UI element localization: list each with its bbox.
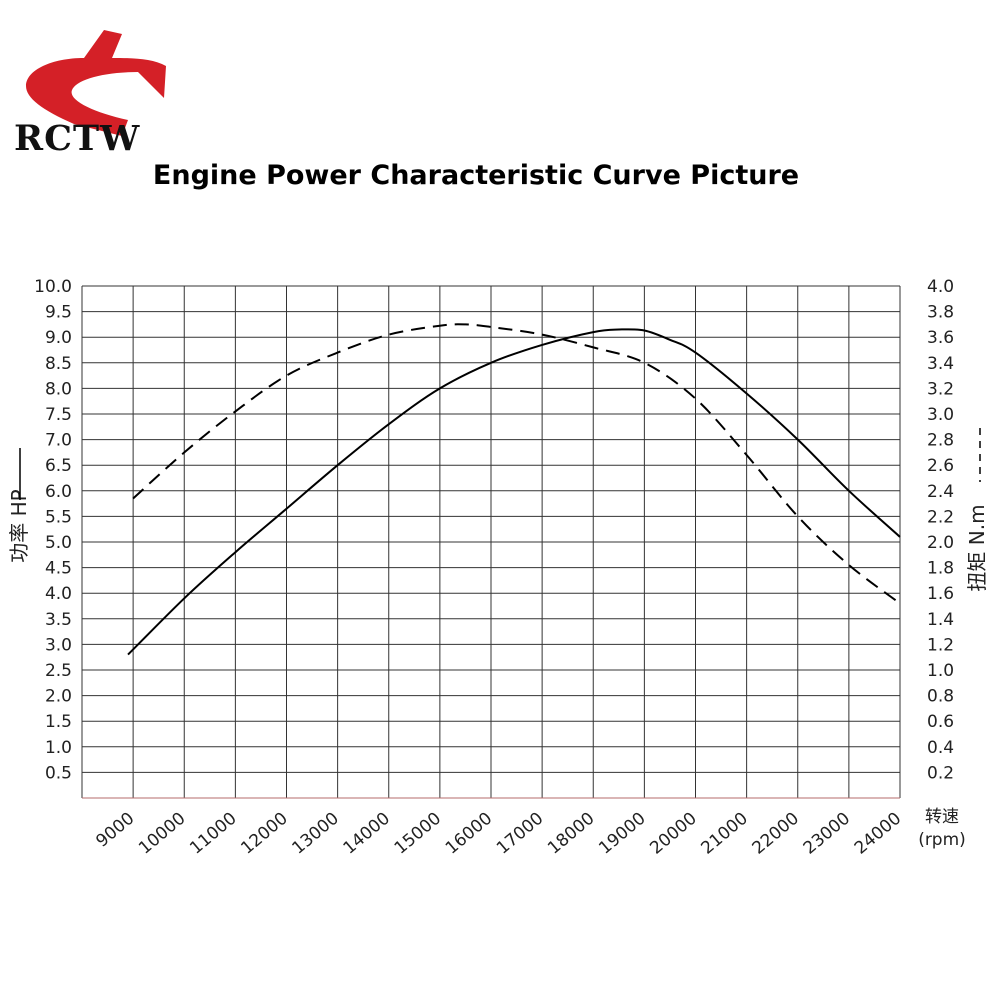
logo-mark (26, 30, 166, 136)
y-right-tick-label: 2.0 (927, 533, 954, 553)
power-curve (127, 328, 901, 656)
y-right-tick-label: 1.0 (927, 661, 954, 681)
y-left-tick-label: 6.5 (45, 456, 72, 476)
y-left-tick-label: 7.0 (45, 431, 72, 451)
rctw-logo (26, 30, 166, 136)
x-tick-label: 14000 (340, 809, 394, 859)
y-left-tick-label: 9.5 (45, 303, 72, 323)
y-right-tick-label: 2.2 (927, 507, 954, 527)
y-left-tick-label: 4.0 (45, 584, 72, 604)
y-right-tick-label: 4.0 (927, 277, 954, 297)
x-axis-label: 转速 (925, 807, 959, 827)
y-right-tick-label: 3.2 (927, 379, 954, 399)
y-left-tick-label: 4.5 (45, 559, 72, 579)
x-tick-label: 13000 (289, 809, 343, 859)
y-right-tick-label: 2.8 (927, 431, 954, 451)
y-left-axis-label: 功率 HP (7, 489, 31, 562)
y-right-tick-label: 2.6 (927, 456, 954, 476)
y-left-tick-label: 0.5 (45, 763, 72, 783)
y-left-tick-label: 2.5 (45, 661, 72, 681)
y-left-tick-label: 3.5 (45, 610, 72, 630)
x-tick-label: 17000 (493, 809, 547, 859)
series-layer (127, 323, 901, 656)
y-right-tick-label: 0.8 (927, 687, 954, 707)
x-tick-label: 12000 (237, 809, 291, 859)
y-left-tick-label: 5.5 (45, 507, 72, 527)
y-right-tick-label: 1.8 (927, 559, 954, 579)
y-right-tick-label: 3.8 (927, 303, 954, 323)
x-tick-label: 20000 (646, 809, 700, 859)
x-tick-label: 24000 (851, 809, 905, 859)
y-left-tick-label: 1.0 (45, 738, 72, 758)
y-left-tick-label: 3.0 (45, 635, 72, 655)
y-right-tick-label: 3.0 (927, 405, 954, 425)
chart-title: Engine Power Characteristic Curve Pictur… (152, 160, 800, 191)
y-left-tick-label: 5.0 (45, 533, 72, 553)
y-right-tick-label: 0.2 (927, 763, 954, 783)
y-left-tick-label: 2.0 (45, 687, 72, 707)
y-right-tick-label: 0.6 (927, 712, 954, 732)
y-left-tick-label: 10.0 (34, 277, 72, 297)
x-tick-label: 21000 (698, 809, 752, 859)
axis-labels: 转速 (rpm) 功率 HP 扭矩 N.m (7, 428, 989, 850)
y-left-tick-label: 8.0 (45, 379, 72, 399)
y-right-axis-label: 扭矩 N.m (965, 504, 989, 591)
y-right-tick-label: 2.4 (927, 482, 954, 502)
y-right-tick-label: 1.2 (927, 635, 954, 655)
y-right-tick-label: 0.4 (927, 738, 954, 758)
x-axis-unit: (rpm) (918, 830, 966, 850)
torque-curve (132, 323, 901, 605)
x-tick-label: 11000 (186, 809, 240, 859)
x-tick-label: 9000 (92, 809, 138, 852)
y-left-tick-label: 1.5 (45, 712, 72, 732)
x-tick-label: 16000 (442, 809, 496, 859)
y-right-tick-label: 3.6 (927, 328, 954, 348)
y-left-tick-label: 9.0 (45, 328, 72, 348)
y-right-tick-label: 3.4 (927, 354, 954, 374)
brand-name: RCTW (14, 118, 141, 159)
x-tick-label: 10000 (135, 809, 189, 859)
x-tick-label: 22000 (749, 809, 803, 859)
x-tick-label: 19000 (595, 809, 649, 859)
y-right-tick-label: 1.6 (927, 584, 954, 604)
x-tick-label: 18000 (544, 809, 598, 859)
y-left-tick-label: 6.0 (45, 482, 72, 502)
y-right-tick-label: 1.4 (927, 610, 954, 630)
y-left-tick-label: 8.5 (45, 354, 72, 374)
y-left-tick-label: 7.5 (45, 405, 72, 425)
x-tick-label: 15000 (391, 809, 445, 859)
x-tick-label: 23000 (800, 809, 854, 859)
